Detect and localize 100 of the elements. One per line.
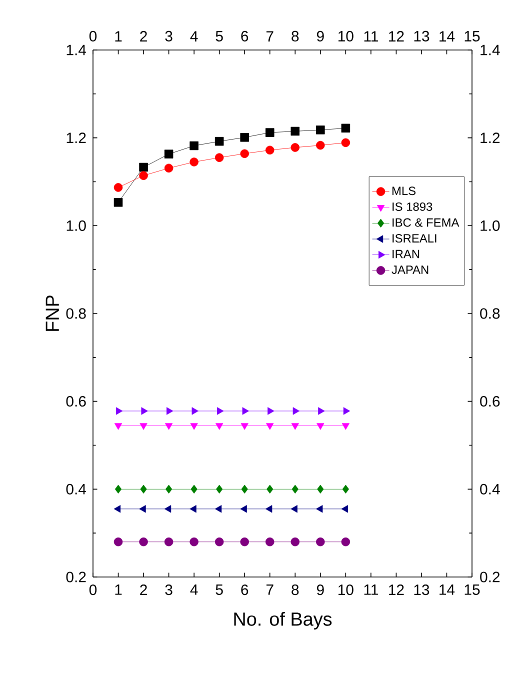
point <box>164 150 174 158</box>
point <box>341 537 350 546</box>
legend-label: IBC & FEMA <box>392 218 460 227</box>
y-axis-title: FNP <box>46 296 59 331</box>
point <box>190 141 198 150</box>
x2-tick-label: 6 <box>241 30 248 42</box>
point <box>190 158 198 166</box>
point <box>139 505 146 513</box>
point <box>114 183 123 192</box>
point <box>139 162 148 172</box>
point <box>316 423 324 430</box>
point <box>140 484 147 494</box>
point <box>139 537 148 546</box>
point <box>242 407 249 415</box>
point <box>265 146 274 155</box>
point <box>268 407 274 415</box>
y2-tick-label: 1.2 <box>480 132 500 144</box>
y-tick-label: 1.4 <box>66 44 86 56</box>
point <box>291 423 299 430</box>
point <box>316 140 325 150</box>
y-tick-label: 1.2 <box>66 132 86 144</box>
y2-tick-label: 1.0 <box>480 220 500 231</box>
y2-tick-label: 0.4 <box>480 484 500 494</box>
x-tick-label: 14 <box>440 584 455 595</box>
x2-tick-label: 1 <box>115 31 122 42</box>
point <box>341 124 350 133</box>
point <box>114 537 123 546</box>
x2-tick-label: 4 <box>190 31 198 42</box>
x2-tick-label: 0 <box>89 30 97 42</box>
point <box>114 505 121 513</box>
x-tick-label: 10 <box>338 584 354 596</box>
point <box>290 505 298 513</box>
x-tick-label: 13 <box>414 584 430 596</box>
y2-tick-label: 0.8 <box>480 308 500 319</box>
x-tick-label: 8 <box>292 584 299 596</box>
x2-tick-label: 11 <box>364 31 378 42</box>
point <box>114 198 123 207</box>
x-tick-label: 15 <box>464 584 480 595</box>
x2-tick-label: 2 <box>140 31 147 42</box>
x2-tick-label: 15 <box>464 31 480 42</box>
point <box>341 505 348 513</box>
x-tick-label: 3 <box>165 584 172 596</box>
legend-label: IS 1893 <box>392 202 432 211</box>
point <box>190 505 196 513</box>
point <box>164 505 172 513</box>
point <box>216 423 224 430</box>
point <box>165 484 172 494</box>
x-tick-label: 0 <box>89 584 97 596</box>
point <box>292 484 298 494</box>
point <box>116 407 123 415</box>
y2-tick-label: 0.2 <box>480 572 500 582</box>
point <box>214 153 224 162</box>
point <box>216 484 223 494</box>
x2-tick-label: 14 <box>440 31 455 42</box>
point <box>240 537 249 546</box>
point <box>341 138 350 148</box>
point <box>114 423 122 430</box>
point <box>214 136 224 146</box>
x2-tick-label: 3 <box>165 30 172 42</box>
point <box>266 423 274 430</box>
legend-label: IRAN <box>392 250 420 258</box>
x-tick-label: 5 <box>216 584 223 595</box>
point <box>166 407 174 415</box>
x-tick-label: 9 <box>316 584 324 596</box>
y2-tick-label: 0.6 <box>480 396 500 407</box>
point <box>141 407 148 415</box>
x-tick-label: 2 <box>140 584 147 595</box>
point <box>164 164 174 173</box>
x2-tick-label: 10 <box>338 30 354 42</box>
point <box>342 423 350 430</box>
point <box>241 484 248 494</box>
point <box>114 484 122 494</box>
y-tick-label: 0.8 <box>66 308 86 319</box>
y-tick-label: 1.0 <box>66 220 86 231</box>
point <box>190 484 198 494</box>
legend-label: ISREALI <box>392 234 436 243</box>
x2-tick-label: 7 <box>266 31 274 42</box>
point <box>192 407 198 415</box>
point <box>190 423 198 430</box>
point <box>139 171 148 180</box>
x-axis-title: No. of Bays <box>234 612 332 630</box>
point <box>343 407 350 415</box>
x2-tick-label: 13 <box>414 30 430 42</box>
x-tick-label: 6 <box>241 584 248 596</box>
point <box>290 537 300 546</box>
y-tick-label: 0.6 <box>66 396 86 407</box>
point <box>240 133 249 142</box>
point <box>265 537 274 546</box>
point <box>164 423 173 430</box>
x2-tick-label: 12 <box>389 31 404 42</box>
point <box>317 484 324 494</box>
point <box>240 423 248 430</box>
point <box>265 128 274 137</box>
x-tick-label: 11 <box>364 584 378 595</box>
point <box>265 505 272 513</box>
point <box>266 484 274 494</box>
point <box>240 505 247 513</box>
legend-label: JAPAN <box>392 266 428 274</box>
y-tick-label: 0.4 <box>66 484 86 494</box>
x-tick-label: 12 <box>389 584 404 595</box>
